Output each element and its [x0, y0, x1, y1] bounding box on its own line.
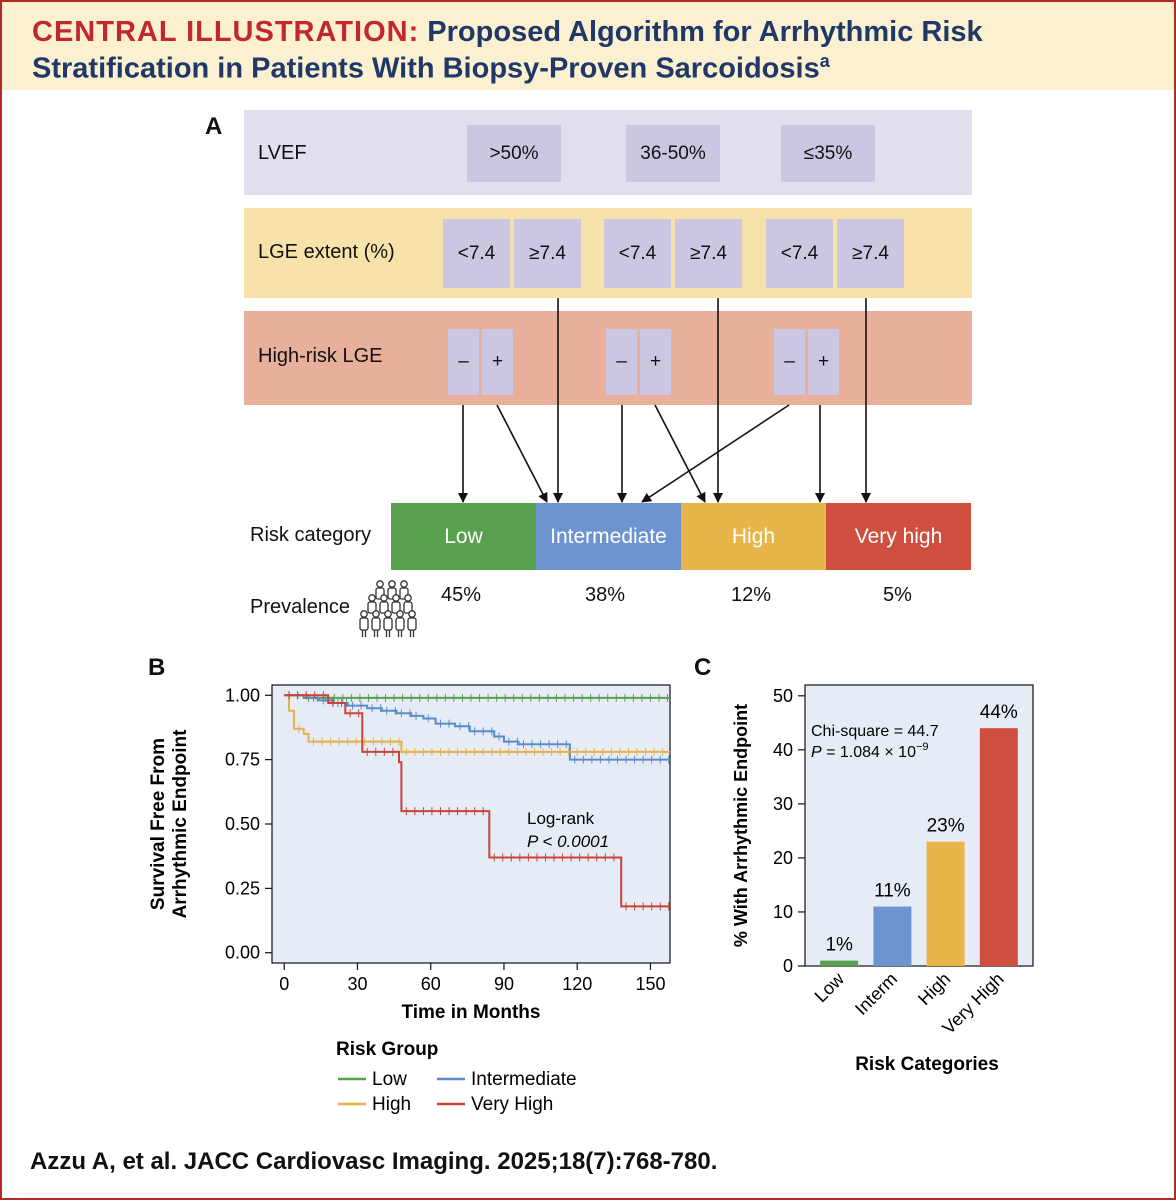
bar-y-tick-label: 0: [783, 956, 793, 976]
km-logrank-label: Log-rank: [527, 809, 595, 828]
km-y-tick-label: 0.00: [225, 943, 260, 963]
high-risk-option: –: [448, 329, 479, 395]
title-line-2: Stratification in Patients With Biopsy-P…: [32, 51, 830, 86]
bar-value-label: 1%: [825, 935, 853, 956]
title-main: Proposed Algorithm for Arrhythmic Risk: [427, 16, 983, 48]
bar-y-tick-label: 10: [773, 902, 793, 922]
km-x-tick-label: 150: [635, 974, 665, 994]
bar-category-label: Low: [811, 968, 849, 1006]
bar-category-label: Interm: [851, 969, 901, 1019]
bar-category-label: High: [914, 969, 954, 1009]
legend-label-low: Low: [372, 1069, 407, 1090]
bar-y-axis-label: % With Arrhythmic Endpoint: [731, 704, 751, 947]
bar-value-label: 44%: [980, 702, 1018, 723]
citation: Azzu A, et al. JACC Cardiovasc Imaging. …: [30, 1148, 718, 1175]
title-line-1: CENTRAL ILLUSTRATION: Proposed Algorithm…: [32, 16, 983, 49]
bar-very-high: [979, 728, 1018, 966]
prevalence-label: Prevalence: [250, 596, 351, 618]
lvef-option-le35: ≤35%: [781, 125, 875, 182]
flow-arrows: [458, 298, 871, 503]
lge-option: ≥7.4: [514, 219, 581, 288]
panel-c-letter: C: [694, 654, 712, 681]
bar-value-label: 11%: [874, 881, 911, 902]
chi-square-p: P = 1.084 × 10−9: [811, 741, 929, 761]
bar-interm: [873, 906, 912, 966]
km-x-tick-label: 0: [279, 974, 289, 994]
panel-b-letter: B: [148, 654, 166, 681]
high-risk-option: +: [482, 329, 513, 395]
risk-very-high: Very high: [826, 503, 971, 570]
people-group-icon: [359, 580, 417, 637]
lvef-option-36-50: 36-50%: [626, 125, 720, 182]
lvef-option-gt50: >50%: [467, 125, 561, 182]
chi-square-label: Chi-square = 44.7: [811, 723, 939, 740]
legend-label-intermediate: Intermediate: [471, 1069, 577, 1090]
lge-label: LGE extent (%): [258, 241, 395, 263]
high-risk-option: –: [606, 329, 637, 395]
title-lead: CENTRAL ILLUSTRATION:: [32, 16, 420, 48]
title-second: Stratification in Patients With Biopsy-P…: [32, 52, 820, 85]
km-y-tick-label: 0.25: [225, 878, 260, 898]
km-y-tick-label: 0.75: [225, 750, 260, 770]
lge-option: ≥7.4: [675, 219, 742, 288]
bar-y-tick-label: 30: [773, 794, 793, 814]
prevalence-low: 45%: [441, 584, 482, 606]
km-plot-area: [271, 684, 671, 964]
km-logrank-p: P < 0.0001: [527, 832, 609, 851]
risk-low: Low: [391, 503, 536, 570]
km-legend-title: Risk Group: [336, 1039, 438, 1060]
lge-option: <7.4: [443, 219, 510, 288]
km-x-axis-label: Time in Months: [402, 1002, 541, 1023]
km-y-axis-label-line-2: Arrhythmic Endpoint: [170, 729, 191, 919]
lvef-label: LVEF: [258, 142, 307, 164]
km-survival-chart: 0.00 0.25 0.50 0.75 1.00 0 30 60 90 120 150 Surviv…: [148, 684, 671, 1115]
panel-a-letter: A: [205, 113, 223, 140]
lge-option: <7.4: [604, 219, 671, 288]
header-banner: CENTRAL ILLUSTRATION: Proposed Algorithm…: [2, 2, 1174, 90]
km-series-very-high: [284, 694, 670, 908]
km-y-tick-label: 0.50: [225, 814, 260, 834]
arrow-hr-plus-2-to-high: [654, 404, 706, 503]
high-risk-option: +: [808, 329, 839, 395]
bar-y-tick-label: 40: [773, 740, 793, 760]
km-x-tick-label: 120: [562, 974, 592, 994]
km-y-tick-label: 1.00: [225, 685, 260, 705]
prevalence-very-high: 5%: [883, 584, 912, 606]
prevalence-intermediate: 38%: [585, 584, 626, 606]
bar-value-label: 23%: [927, 816, 965, 837]
arrow-hr-plus-1-to-intermediate: [496, 404, 548, 503]
high-risk-option: +: [640, 329, 671, 395]
risk-high: High: [681, 503, 826, 570]
km-y-axis-label-line-1: Survival Free From: [148, 738, 169, 910]
high-risk-label: High-risk LGE: [258, 345, 383, 367]
title-superscript: a: [819, 51, 830, 71]
bar-high: [926, 841, 965, 966]
risk-intermediate: Intermediate: [536, 503, 681, 570]
legend-label-very-high: Very High: [471, 1094, 553, 1115]
risk-category-label: Risk category: [250, 524, 372, 546]
bar-x-axis-label: Risk Categories: [855, 1054, 999, 1075]
legend-label-high: High: [372, 1094, 411, 1115]
km-x-tick-label: 30: [347, 974, 367, 994]
lge-option: <7.4: [766, 219, 833, 288]
bar-y-tick-label: 20: [773, 848, 793, 868]
prevalence-high: 12%: [731, 584, 772, 606]
bar-y-tick-label: 50: [773, 686, 793, 706]
bar-low: [820, 960, 859, 966]
km-series-high: [284, 694, 670, 753]
lge-option: ≥7.4: [837, 219, 904, 288]
high-risk-option: –: [774, 329, 805, 395]
arrow-hr-minus-3-to-intermediate: [641, 404, 790, 503]
km-x-tick-label: 60: [421, 974, 441, 994]
km-x-tick-label: 90: [494, 974, 514, 994]
